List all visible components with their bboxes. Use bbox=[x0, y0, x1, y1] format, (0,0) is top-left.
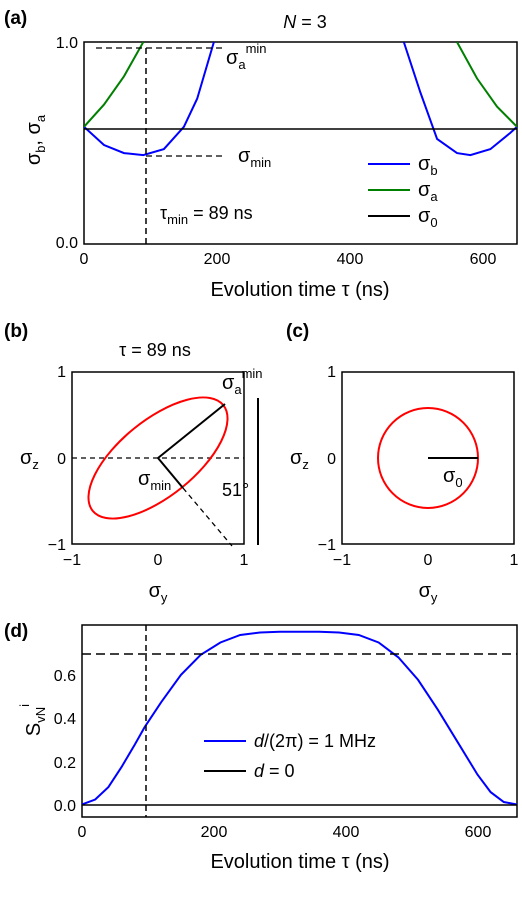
panel-b-sigma-a-min-vector bbox=[157, 403, 226, 459]
panel-a: (a) N = 3 σamin σmin τmin = 89 ns σb σa … bbox=[4, 8, 518, 301]
panel-d-ticks: 0 200 400 600 0.0 0.2 0.4 0.6 bbox=[54, 668, 492, 841]
panel-d-plot bbox=[82, 630, 517, 806]
y-tick-label: 1 bbox=[327, 364, 336, 381]
x-tick-label: −1 bbox=[63, 552, 81, 569]
y-tick-label: 0.0 bbox=[56, 235, 78, 252]
legend-label-sigma-a: σa bbox=[418, 179, 438, 204]
panel-a-frame bbox=[83, 41, 518, 245]
y-tick-label: 1.0 bbox=[56, 35, 78, 52]
annotation-b-sigma-a-min: σamin bbox=[222, 366, 263, 397]
annotation-c-sigma-0: σ0 bbox=[443, 465, 463, 490]
x-tick-label: 1 bbox=[510, 552, 519, 569]
y-tick-label: 0.0 bbox=[54, 798, 76, 815]
annotation-b-sigma-min: σmin bbox=[138, 468, 171, 493]
panel-b-x-axis-label: σy bbox=[149, 580, 168, 605]
panel-a-ticks: 0 200 400 600 1.0 0.0 bbox=[56, 35, 497, 268]
series-sigma-b-curve-1 bbox=[84, 42, 215, 157]
panel-c-ticks: −1 0 1 1 0 −1 bbox=[318, 364, 519, 569]
y-tick-label: 0 bbox=[57, 451, 66, 468]
panel-d-legend: d/(2π) = 1 MHz d = 0 bbox=[204, 731, 376, 781]
panel-c: (c) σ0 −1 0 1 1 0 −1 σy σz bbox=[286, 321, 519, 605]
panel-b: (b) τ = 89 ns σamin σmin 51° −1 0 1 1 0 … bbox=[4, 321, 263, 605]
legend-label-d-1mhz: d/(2π) = 1 MHz bbox=[254, 731, 376, 751]
panel-c-y-axis-label: σz bbox=[290, 447, 309, 472]
x-tick-label: −1 bbox=[333, 552, 351, 569]
x-tick-label: 0 bbox=[78, 824, 87, 841]
x-tick-label: 0 bbox=[154, 552, 163, 569]
panel-b-y-axis-label: σz bbox=[20, 447, 39, 472]
x-tick-label: 400 bbox=[337, 251, 364, 268]
x-tick-label: 200 bbox=[201, 824, 228, 841]
panel-d-label: (d) bbox=[4, 621, 28, 642]
annotation-sigma-min: σmin bbox=[238, 145, 271, 170]
panel-a-title: N = 3 bbox=[283, 12, 327, 32]
panel-a-plot bbox=[84, 42, 517, 157]
panel-b-dashed-extension bbox=[182, 487, 233, 547]
y-tick-label: 0.2 bbox=[54, 755, 76, 772]
series-sigma-a-curve-1 bbox=[84, 42, 145, 128]
panel-d: (d) d/(2π) = 1 MHz d = 0 0 200 400 600 0… bbox=[4, 621, 518, 873]
y-tick-label: −1 bbox=[48, 537, 66, 554]
panel-b-sigma-min-vector bbox=[157, 457, 184, 489]
panel-a-y-axis-label: σb, σa bbox=[23, 114, 48, 165]
y-tick-label: 0.6 bbox=[54, 668, 76, 685]
panel-d-y-axis-label: SvNi bbox=[17, 704, 48, 736]
y-tick-label: 1 bbox=[57, 364, 66, 381]
annotation-tau-min: τmin = 89 ns bbox=[160, 203, 253, 227]
x-tick-label: 0 bbox=[424, 552, 433, 569]
legend-label-sigma-b: σb bbox=[418, 153, 438, 178]
series-sigma-b-curve-2 bbox=[402, 42, 517, 157]
legend-label-sigma-0: σ0 bbox=[418, 205, 438, 230]
x-tick-label: 600 bbox=[465, 824, 492, 841]
series-sigma-a-curve-2 bbox=[456, 42, 517, 128]
x-tick-label: 400 bbox=[333, 824, 360, 841]
panel-b-ticks: −1 0 1 1 0 −1 bbox=[48, 364, 249, 569]
annotation-sigma-a-min: σamin bbox=[226, 41, 267, 72]
panel-c-frame bbox=[341, 371, 515, 545]
panel-d-frame bbox=[81, 624, 518, 818]
panel-d-x-axis-label: Evolution time τ (ns) bbox=[210, 851, 389, 873]
legend-label-d-0: d = 0 bbox=[254, 761, 295, 781]
y-tick-label: 0.4 bbox=[54, 711, 76, 728]
panel-a-label: (a) bbox=[4, 8, 27, 29]
panel-a-legend: σb σa σ0 bbox=[368, 153, 438, 230]
panel-b-label: (b) bbox=[4, 321, 28, 342]
x-tick-label: 600 bbox=[470, 251, 497, 268]
x-tick-label: 0 bbox=[80, 251, 89, 268]
series-d-1mhz-curve bbox=[82, 630, 517, 806]
panel-b-title: τ = 89 ns bbox=[119, 340, 191, 360]
y-tick-label: −1 bbox=[318, 537, 336, 554]
x-tick-label: 200 bbox=[204, 251, 231, 268]
panel-c-x-axis-label: σy bbox=[419, 580, 438, 605]
panel-c-label: (c) bbox=[286, 321, 309, 342]
annotation-b-angle: 51° bbox=[222, 480, 249, 500]
x-tick-label: 1 bbox=[240, 552, 249, 569]
panel-a-x-axis-label: Evolution time τ (ns) bbox=[210, 279, 389, 301]
y-tick-label: 0 bbox=[327, 451, 336, 468]
